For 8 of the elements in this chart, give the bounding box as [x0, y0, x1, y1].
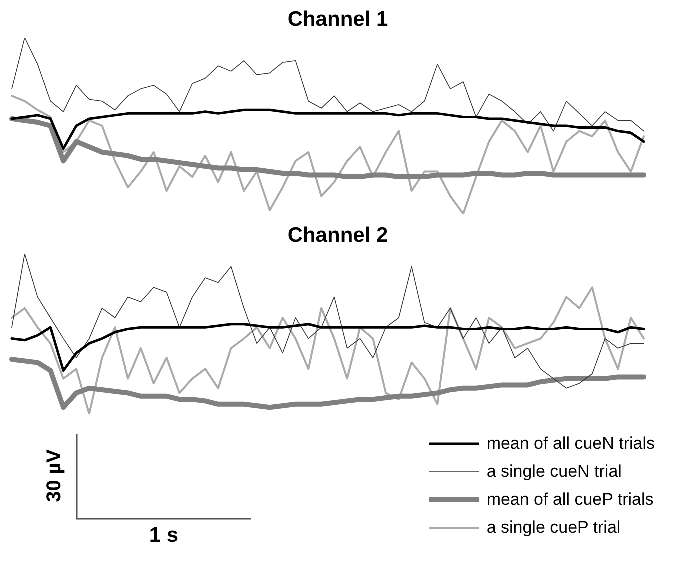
legend-label: a single cueN trial: [486, 462, 622, 482]
text: 30 µV: [44, 448, 66, 504]
legend-label: mean of all cueN trials: [486, 434, 655, 454]
chart-title: Channel 1: [286, 8, 390, 33]
legend-label: mean of all cueP trials: [486, 490, 654, 510]
text: 1 s: [148, 524, 180, 548]
legend-label: a single cueP trial: [486, 518, 621, 538]
chart-title: Channel 2: [286, 224, 390, 249]
